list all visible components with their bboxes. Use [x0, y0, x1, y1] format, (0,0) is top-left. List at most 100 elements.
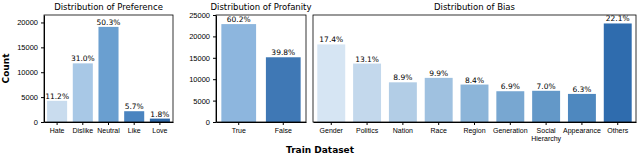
bar: [353, 64, 381, 122]
tick: 20000: [17, 18, 44, 27]
axis-line: [216, 16, 217, 123]
data-label: 11.2%: [45, 92, 69, 101]
title: Distribution of Bias: [434, 2, 516, 12]
tick: 25000: [189, 11, 216, 20]
tick: SocialHierarchy: [531, 122, 561, 143]
y-axis-title: Count: [1, 53, 11, 84]
bar: [425, 78, 453, 122]
tick-label: Appearance: [563, 127, 601, 135]
tick: 20000: [189, 32, 216, 41]
bar: [124, 111, 144, 122]
tick-label: Race: [431, 127, 447, 134]
tick: 5000: [193, 97, 216, 106]
tick-mark: [581, 122, 582, 125]
tick: 15000: [189, 54, 216, 63]
data-label: 39.8%: [271, 48, 295, 57]
bar: [568, 94, 596, 122]
tick-label: Others: [607, 127, 629, 134]
data-label: 50.3%: [97, 18, 121, 27]
tick-label: Like: [128, 127, 141, 134]
tick-label: Nation: [393, 127, 413, 134]
tick-label: 10000: [17, 68, 38, 77]
tick-label: False: [275, 127, 292, 134]
tick-mark: [331, 122, 332, 125]
tick-label: 5000: [193, 97, 210, 106]
tick-mark: [617, 122, 618, 125]
data-label: 6.3%: [572, 85, 591, 94]
bars: [221, 24, 300, 122]
tick-label: 15000: [17, 43, 38, 52]
tick: Gender: [320, 122, 344, 134]
tick-mark: [213, 79, 216, 80]
tick-mark: [213, 122, 216, 123]
data-label: 13.1%: [355, 55, 379, 64]
y-axis: 0 5000 10000 15000 20000 25000: [189, 11, 216, 127]
tick: Race: [431, 122, 447, 134]
tick-label: 20000: [189, 32, 210, 41]
tick: Love: [152, 122, 167, 134]
data-label: 9.9%: [429, 69, 448, 78]
tick-label: 25000: [189, 11, 210, 20]
bars: [47, 27, 170, 122]
tick: 15000: [17, 43, 44, 52]
tick: Hate: [50, 122, 65, 134]
tick: 0: [206, 118, 216, 127]
title: Distribution of Preference: [54, 2, 163, 12]
data-label: 22.1%: [606, 14, 630, 23]
bar: [98, 27, 118, 122]
tick-mark: [213, 15, 216, 16]
bar: [317, 44, 345, 122]
tick-label: Love: [152, 127, 167, 134]
tick-label: 15000: [189, 54, 210, 63]
tick-label: SocialHierarchy: [531, 127, 561, 143]
axis-line: [44, 16, 45, 123]
bar: [47, 101, 67, 122]
tick-label: Region: [463, 127, 485, 135]
tick-mark: [41, 97, 44, 98]
tick: Others: [607, 122, 629, 134]
tick: Appearance: [563, 122, 601, 135]
tick-label: True: [232, 127, 246, 134]
tick-label: Hate: [50, 127, 65, 134]
bar: [266, 57, 301, 122]
axis-line: [217, 122, 307, 123]
data-label: 5.7%: [125, 102, 144, 111]
tick: Like: [128, 122, 141, 134]
tick-mark: [438, 122, 439, 125]
frame: [216, 15, 306, 122]
bar: [604, 23, 632, 122]
chart-container: 05000100001500020000HateDislikeNeutralLi…: [0, 0, 640, 161]
data-labels: 17.4%13.1%8.9%9.9%8.4%6.9%7.0%6.3%22.1%: [319, 14, 629, 93]
tick: 10000: [17, 68, 44, 77]
figure: 05000100001500020000HateDislikeNeutralLi…: [0, 0, 640, 161]
title: Distribution of Profanity: [211, 2, 312, 12]
tick-mark: [402, 122, 403, 125]
x-axis-title: Train Dataset: [286, 145, 355, 155]
x-axis: GenderPoliticsNationRaceRegionGeneration…: [314, 122, 637, 143]
tick-label: 0: [34, 118, 38, 127]
bar: [389, 82, 417, 122]
data-label: 8.9%: [393, 73, 412, 82]
x-axis: True False: [217, 122, 307, 134]
bars: [317, 23, 631, 122]
tick-mark: [41, 72, 44, 73]
bar: [532, 91, 560, 122]
tick-mark: [213, 58, 216, 59]
frame: [44, 15, 173, 122]
tick-label: 20000: [17, 18, 38, 27]
tick-label: Politics: [356, 127, 379, 134]
bar: [461, 85, 489, 122]
tick: 10000: [189, 75, 216, 84]
tick-mark: [213, 101, 216, 102]
tick-label: Gender: [320, 127, 344, 134]
tick-label: Dislike: [72, 127, 93, 134]
tick-mark: [134, 122, 135, 125]
tick-mark: [474, 122, 475, 125]
panel: GenderPoliticsNationRaceRegionGeneration…: [313, 2, 637, 143]
bar: [73, 63, 93, 122]
y-axis: 0 5000 10000 15000 20000: [17, 16, 44, 127]
tick-label: 5000: [21, 93, 38, 102]
tick: 5000: [21, 93, 44, 102]
tick: 0: [34, 118, 44, 127]
data-labels: 11.2%31.0%50.3%5.7%1.8%: [45, 18, 169, 119]
